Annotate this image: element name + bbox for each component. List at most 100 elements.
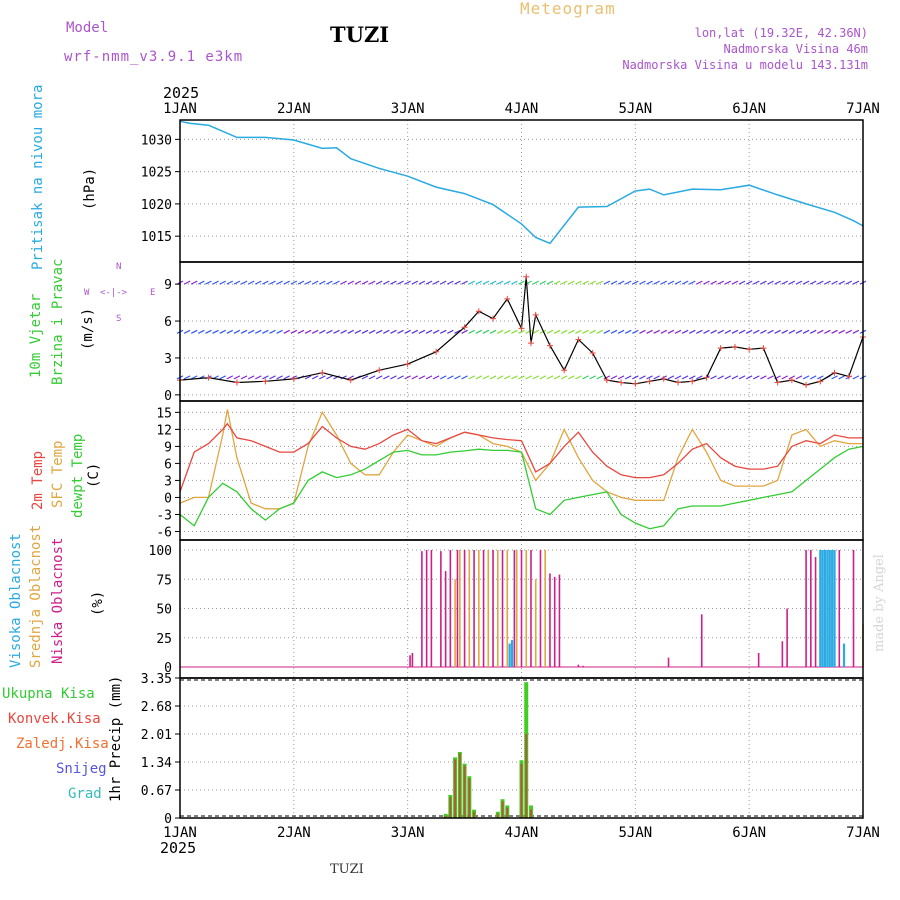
- wind-barb: [276, 280, 283, 285]
- wind-barb: [646, 375, 653, 380]
- precip-convective-bar: [458, 753, 461, 818]
- wind-barb: [795, 375, 803, 380]
- y-tick-label: 2.68: [141, 700, 172, 715]
- wind-barb: [240, 375, 248, 380]
- wind-barb: [361, 375, 369, 380]
- wind-gust-mark: [233, 379, 240, 386]
- cloud-bar-low: [456, 550, 459, 667]
- wind-gust-mark: [490, 315, 497, 322]
- wind-barb: [383, 375, 390, 380]
- wind-barb: [269, 375, 276, 380]
- wind-barb: [639, 329, 646, 334]
- y-tick-label: 0: [164, 389, 172, 404]
- compass-east: E: [150, 288, 156, 298]
- wind-barb: [632, 375, 639, 380]
- wind-barb: [696, 280, 703, 285]
- chart-title: Meteogram: [520, 0, 616, 18]
- wind-barb: [688, 280, 696, 285]
- wind-barb: [198, 280, 205, 285]
- wind-barb: [404, 375, 411, 380]
- wind-barb: [582, 280, 589, 285]
- wind-gust-mark: [575, 336, 582, 343]
- cloud-bar-mid: [496, 550, 499, 667]
- wind-barb: [397, 375, 404, 380]
- y-tick-label: 3: [164, 352, 172, 367]
- wind-barb: [717, 280, 724, 285]
- x-tick-bottom: 1JAN: [163, 825, 197, 841]
- cloud-bar-mid: [515, 550, 518, 667]
- wind-barb: [205, 280, 212, 285]
- wind-barb: [753, 280, 760, 285]
- legend-freezing: Zaledj.Kisa: [16, 736, 109, 752]
- wind-barb: [560, 375, 568, 380]
- wind-barb: [703, 280, 710, 285]
- wind-barb: [333, 329, 340, 334]
- precip-convective-bar: [506, 807, 509, 818]
- wind-barb: [482, 280, 490, 285]
- wind-barb: [304, 329, 312, 334]
- model-name: wrf-nmm_v3.9.1 e3km: [64, 49, 244, 65]
- wind-barb: [781, 280, 789, 285]
- cloud-bar-high: [510, 640, 514, 667]
- cloud-bar-mid: [525, 550, 528, 667]
- wind-barb: [589, 280, 596, 285]
- wind-barb: [383, 329, 390, 334]
- wind-barb: [375, 375, 383, 380]
- wind-barb: [760, 375, 767, 380]
- cloud-bar-low: [786, 608, 788, 667]
- wind-barb: [568, 375, 575, 380]
- wind-barb: [610, 375, 618, 380]
- cloud-bar-low: [577, 664, 580, 667]
- wind-gust-mark: [319, 369, 326, 376]
- wind-barb: [304, 375, 312, 380]
- wind-barb: [326, 329, 333, 334]
- wind-barb: [283, 329, 290, 334]
- wind-barb: [319, 375, 326, 380]
- wind-gust-mark: [532, 311, 539, 318]
- wind-barb: [845, 280, 853, 285]
- wind-barb: [646, 329, 653, 334]
- wind-barb: [489, 280, 497, 285]
- wind-barb: [617, 280, 625, 285]
- cloud-bar-low: [558, 574, 561, 667]
- cloud-bar-mid: [468, 550, 471, 667]
- wind-barb: [319, 280, 326, 285]
- wind-barb: [297, 329, 305, 334]
- wind-barb: [724, 280, 732, 285]
- y-tick-label: 6: [164, 315, 172, 330]
- wind-barb: [290, 280, 298, 285]
- cloud-bar-low: [409, 655, 411, 667]
- lonlat-label: lon,lat (19.32E, 42.36N): [694, 26, 868, 40]
- cloud-bar-low: [781, 641, 784, 667]
- wind-barb: [703, 329, 710, 334]
- wind-barb: [546, 375, 554, 380]
- wind-barb: [681, 280, 689, 285]
- wind-barb: [496, 329, 504, 334]
- wind-barb: [439, 375, 447, 380]
- wind-barb: [254, 280, 262, 285]
- y-tick-label: 9: [164, 440, 172, 455]
- wind-gust-mark: [561, 367, 568, 374]
- x-tick-top: 4JAN: [505, 101, 539, 117]
- y-tick-label: 1030: [141, 133, 172, 148]
- wind-barb: [596, 280, 604, 285]
- wind-barb: [461, 375, 468, 380]
- y-tick-label: 75: [156, 573, 172, 588]
- wind-barb: [468, 280, 475, 285]
- y-tick-label: 1015: [141, 230, 172, 245]
- wind-barb: [724, 375, 732, 380]
- wind-barb: [617, 375, 625, 380]
- wind-barb: [411, 329, 419, 334]
- wind-barb: [297, 280, 305, 285]
- wind-barb: [319, 329, 326, 334]
- wind-barb: [468, 329, 475, 334]
- wind-barb: [575, 280, 582, 285]
- wind-gust-mark: [504, 295, 511, 302]
- wind-barb: [546, 329, 554, 334]
- wind-barb: [845, 329, 853, 334]
- wind-barb: [504, 329, 511, 334]
- wind-barb: [269, 329, 276, 334]
- wind-barb: [262, 375, 269, 380]
- wind-gust-mark: [404, 361, 411, 368]
- cloud-bar-low: [852, 550, 855, 667]
